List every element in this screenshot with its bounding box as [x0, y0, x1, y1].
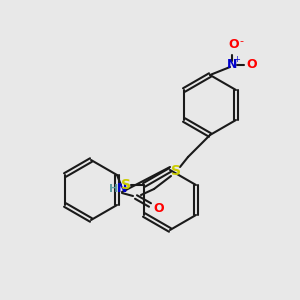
- Text: S: S: [171, 164, 181, 178]
- Text: O: O: [154, 202, 164, 215]
- Text: H: H: [110, 184, 118, 194]
- Text: N: N: [117, 182, 127, 196]
- Text: N: N: [227, 58, 237, 71]
- Text: -: -: [239, 36, 243, 46]
- Text: S: S: [121, 178, 131, 192]
- Text: O: O: [247, 58, 257, 71]
- Text: +: +: [234, 56, 240, 64]
- Text: O: O: [229, 38, 239, 50]
